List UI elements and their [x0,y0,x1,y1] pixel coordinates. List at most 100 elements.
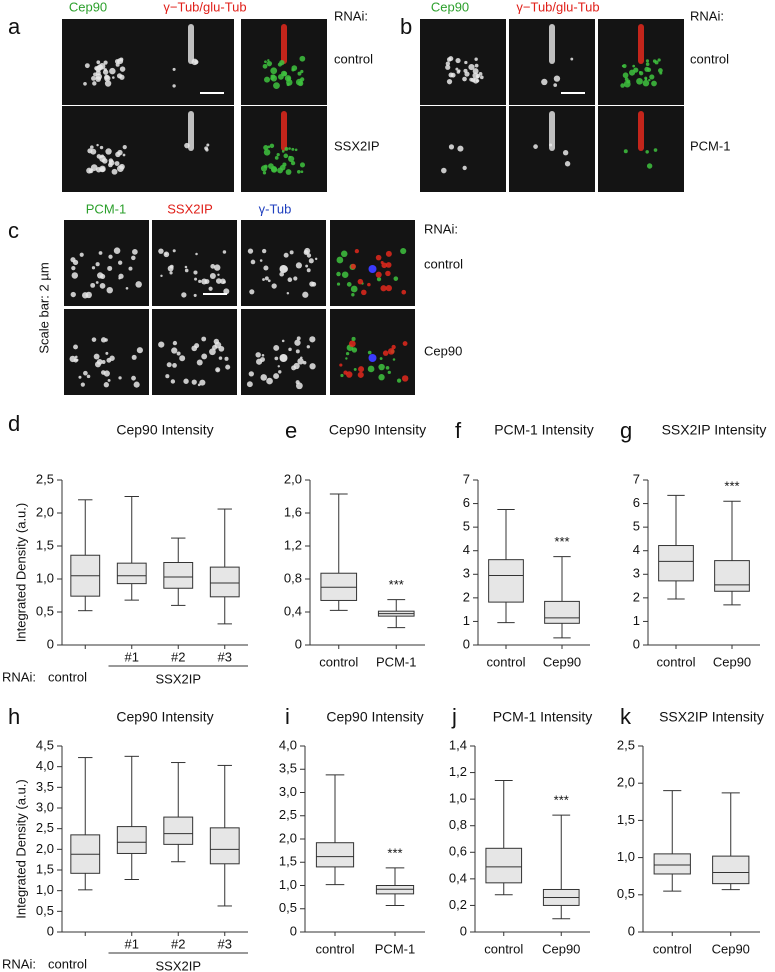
spot [455,67,459,71]
box [488,559,524,603]
rnai-label: RNAi: [690,8,724,23]
spot [158,341,165,348]
spot [108,162,113,168]
spot [222,250,227,254]
spindle [638,24,644,64]
spot [194,277,198,281]
spot [266,60,273,67]
spot [387,348,395,355]
spot [296,169,301,174]
micrograph [241,309,326,395]
y-tick-label: 0 [463,636,470,651]
y-tick-label: 2 [633,589,640,604]
spot [387,370,391,375]
significance: *** [554,793,569,808]
spot [278,73,284,80]
spot [468,63,475,71]
box [163,816,194,845]
spot [217,273,220,277]
spot [118,376,122,380]
spot [103,382,109,388]
spot [279,271,285,277]
y-tick-label: 3 [633,566,640,581]
chart-title: PCM-1 Intensity [493,709,593,725]
spot [90,148,97,155]
scale-note: Scale bar: 2 µm [36,262,51,353]
spot [247,248,254,254]
spot [264,76,271,83]
y-tick-label: 0,4 [284,603,302,618]
spot [659,71,663,75]
spindle [549,111,555,151]
spot [273,373,280,380]
spot [262,278,265,281]
y-tick-label: 0 [295,636,302,651]
spot [276,153,280,157]
y-tick-label: 0,2 [449,897,467,912]
spot [300,69,304,74]
channel-label: Cep90 [69,0,107,14]
spot [445,61,451,66]
micrograph [152,220,237,306]
spot [367,350,372,355]
spot [657,58,661,62]
spot [184,268,189,273]
y-tick-label: 1,0 [36,570,54,585]
spot [184,265,188,269]
spot [350,263,356,270]
y-tick-label: 2,5 [36,820,54,835]
spot [105,148,112,155]
spot [300,170,304,174]
spot [179,355,186,362]
spot [195,252,198,256]
spot [196,359,203,366]
spot [128,266,133,271]
panel-letter: a [8,14,21,39]
spot [287,277,293,283]
spot [622,63,627,69]
spot [91,337,97,342]
y-tick-label: 2 [463,589,470,604]
spot [309,363,316,370]
spot [122,144,127,150]
box [116,562,147,585]
spot [191,58,198,66]
spot [215,278,222,284]
spot [250,259,256,265]
y-tick-label: 1,0 [36,882,54,897]
spot [281,150,285,153]
spot [114,161,120,166]
spot [299,55,306,62]
spot [176,351,181,356]
micrograph [62,106,148,192]
y-tick-label: 0,8 [449,817,467,832]
spot [291,65,298,72]
spot [562,150,569,156]
spot [464,71,470,77]
spot [96,143,99,147]
x-tick-label: PCM-1 [375,941,415,956]
y-axis-label: Integrated Density (a.u.) [13,779,28,918]
y-tick-label: 5 [633,519,640,534]
spot [172,363,177,368]
x-tick-label: Cep90 [542,941,580,956]
spot [261,248,267,254]
spot [296,336,301,341]
x-tick-label: #2 [171,936,185,951]
spot [286,82,290,87]
spot [216,368,219,372]
spot [96,359,103,365]
spot [205,148,209,152]
spot [81,292,89,299]
spot [345,357,348,360]
spindle [638,111,644,151]
spot [553,75,561,82]
spot [263,164,268,169]
spot [223,288,230,295]
spot [172,84,176,88]
centrosome [279,354,288,362]
spot [118,277,121,280]
spot [288,155,295,163]
y-tick-label: 0,8 [284,570,302,585]
panel-letter: h [8,704,20,729]
